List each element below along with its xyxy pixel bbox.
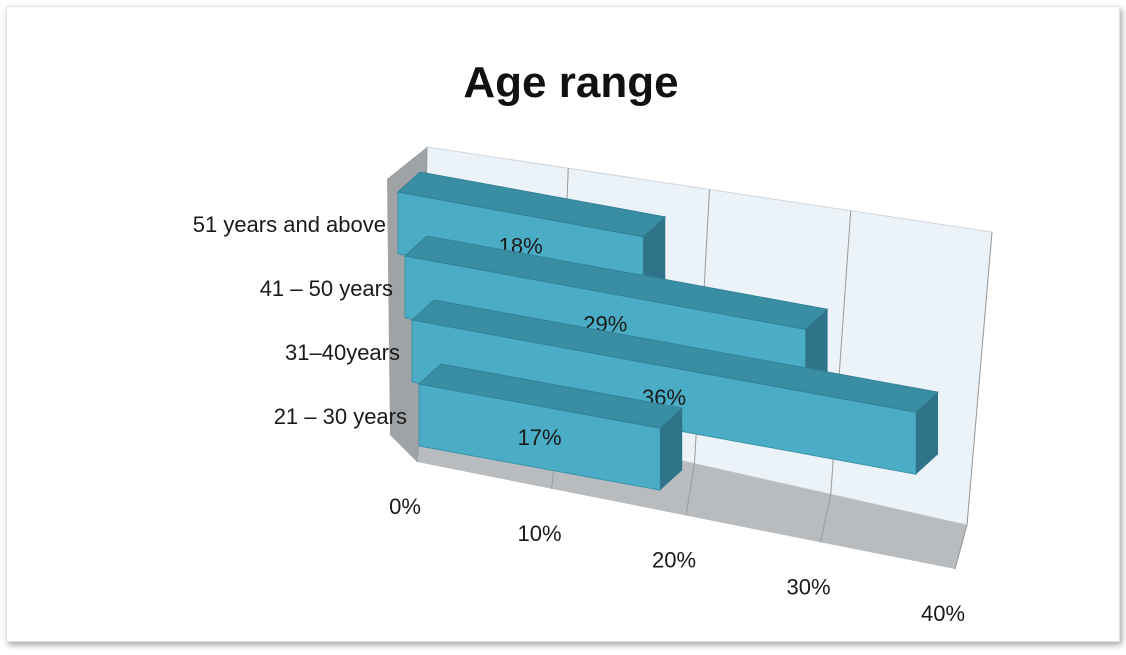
chart-frame: Age range 18% 29% 36% 17% 51 years and abov… [6,6,1120,642]
bar-side [660,408,683,491]
bar-chart: Age range 18%29%36%17% 51 years and abov… [193,58,993,626]
x-tick-label: 10% [517,521,561,546]
data-label: 17% [518,425,562,450]
category-label: 21 – 30 years [274,404,407,429]
bar-side [916,392,938,475]
x-tick-labels: 0% 10% 20% 30% 40% [389,494,965,626]
category-label: 31–40years [285,340,400,365]
x-tick-label: 0% [389,494,421,519]
gridline [685,189,710,516]
chart-title: Age range [463,58,678,107]
category-label: 51 years and above [193,212,386,237]
category-labels: 51 years and above 41 – 50 years 31–40year… [193,212,407,429]
x-tick-label: 40% [921,601,965,626]
bars: 18%29%36%17% [396,171,940,491]
gridline [820,210,852,543]
x-tick-label: 20% [652,548,696,573]
gridline [954,231,993,570]
category-label: 41 – 50 years [260,276,393,301]
x-tick-label: 30% [786,574,830,599]
